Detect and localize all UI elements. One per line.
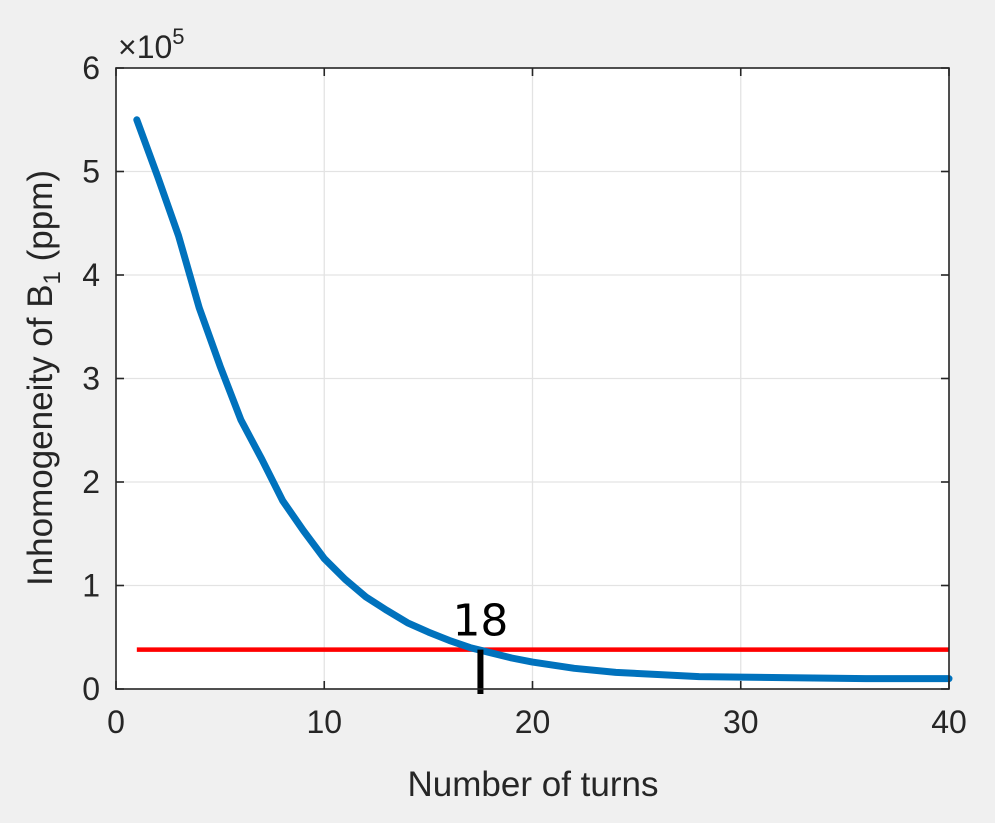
x-tick-label: 20 [515,704,551,740]
y-exponent-power: 5 [172,24,184,49]
y-tick-label: 0 [82,671,100,707]
y-tick-label: 5 [82,154,100,190]
x-axis-label: Number of turns [408,765,659,804]
x-tick-label: 40 [931,704,967,740]
y-tick-label: 3 [82,361,100,397]
x-tick-label: 0 [107,704,125,740]
tick-layer: 0 10 20 30 40 0 1 2 3 4 5 6 [82,50,967,740]
x-tick-label: 10 [306,704,342,740]
y-tick-label: 1 [82,568,100,604]
y-tick-label: 4 [82,257,100,293]
y-tick-label: 6 [82,50,100,86]
x-tick-label: 30 [723,704,759,740]
series-layer: 18 [133,116,953,694]
y-axis-label: Inhomogeneity of B1 (ppm) [21,170,66,586]
y-tick-label: 2 [82,464,100,500]
y-axis-label-suffix: (ppm) [21,170,60,271]
y-exponent-base: ×10 [118,29,172,65]
y-exponent-label: ×105 [118,24,185,65]
marker-label: 18 [452,596,508,647]
y-axis-label-subscript: 1 [39,271,66,284]
grid-lines [115,67,950,690]
y-axis-label-main: Inhomogeneity of B [21,284,60,586]
series-line [133,116,953,683]
